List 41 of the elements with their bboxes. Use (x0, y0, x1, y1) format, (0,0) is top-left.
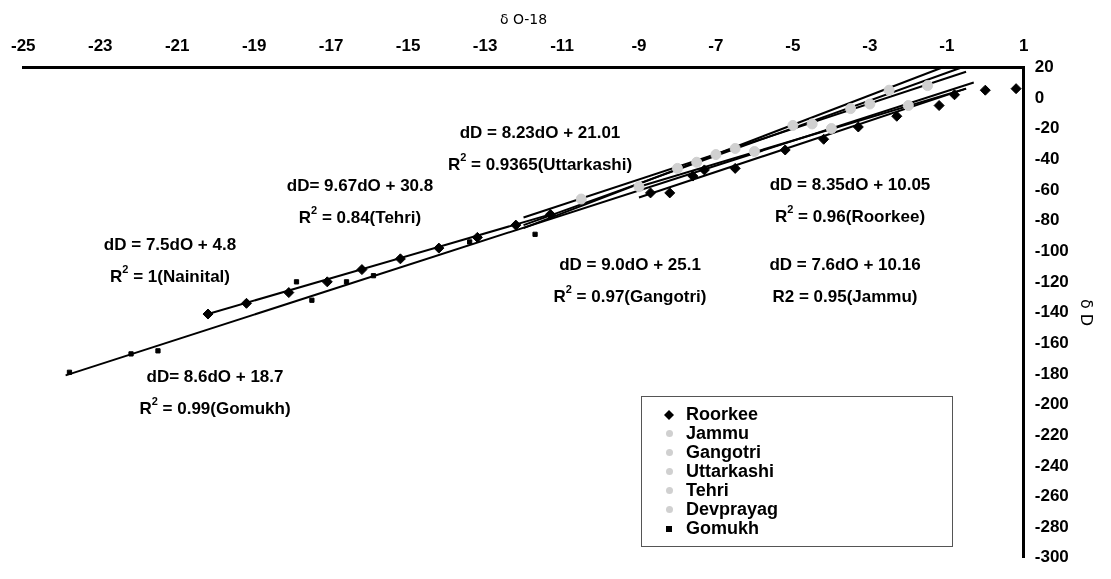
y-tick-label: -200 (1034, 394, 1069, 414)
x-tick-label: -23 (87, 35, 113, 55)
legend-label: Gangotri (686, 442, 761, 462)
y-tick-label: -20 (1034, 118, 1060, 138)
y-tick-label: -80 (1034, 210, 1060, 230)
y-tick-label: 20 (1034, 56, 1054, 76)
y-tick-label: -180 (1034, 363, 1069, 383)
y-tick-label: -300 (1034, 547, 1069, 567)
x-tick-label: -3 (862, 35, 878, 55)
y-tick-label: -60 (1034, 179, 1060, 199)
y-tick-label: -100 (1034, 240, 1069, 260)
y-tick-label: -40 (1034, 148, 1060, 168)
y-tick-label: -260 (1034, 486, 1069, 506)
x-tick-label: -1 (939, 35, 955, 55)
x-tick-label: -25 (11, 35, 36, 55)
x-tick-label: -15 (395, 35, 421, 55)
legend-label: Jammu (686, 423, 750, 443)
y-tick-label: -220 (1034, 424, 1069, 444)
y-tick-label: 0 (1034, 87, 1045, 107)
x-tick-label: -21 (164, 35, 190, 55)
x-tick-label: -17 (318, 35, 344, 55)
legend-label: Tehri (686, 480, 729, 500)
x-tick-label: 1 (1019, 35, 1029, 55)
annotation: dD = 7.6dO + 10.16 R2 = 0.95(Jammu) (769, 254, 921, 306)
y-tick-label: -280 (1034, 516, 1069, 536)
legend-label: Roorkee (686, 404, 759, 424)
x-axis-title: δ O-18 (499, 11, 548, 28)
legend-label: Uttarkashi (686, 461, 775, 481)
y-tick-label: -120 (1034, 271, 1069, 291)
y-tick-label: -240 (1034, 455, 1069, 475)
x-tick-label: -19 (241, 35, 267, 55)
y-axis-title: δ D (1077, 298, 1097, 327)
x-tick-label: -11 (550, 35, 574, 55)
x-tick-label: -13 (472, 35, 498, 55)
legend-label: Devprayag (686, 499, 779, 519)
x-tick-label: -7 (708, 35, 724, 55)
legend-label: Gomukh (686, 518, 759, 538)
y-tick-label: -140 (1034, 302, 1069, 322)
x-tick-label: -5 (785, 35, 801, 55)
y-tick-label: -160 (1034, 332, 1069, 352)
x-tick-label: -9 (631, 35, 647, 55)
